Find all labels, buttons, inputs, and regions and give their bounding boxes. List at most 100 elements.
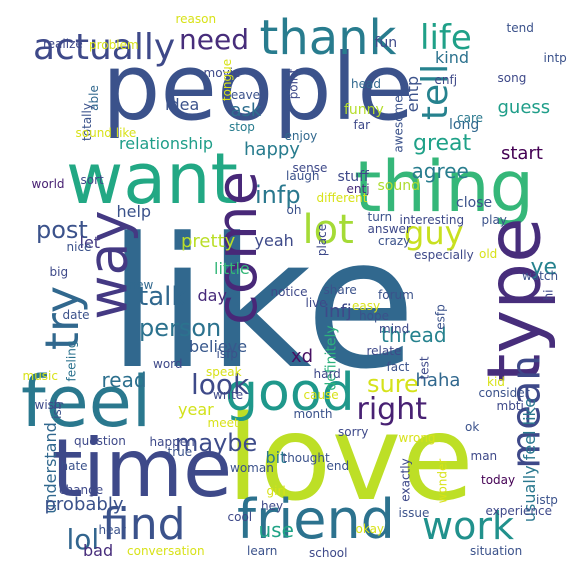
word-thank: thank (259, 10, 397, 66)
word-haha: haha (415, 370, 461, 391)
word-ye: ye (530, 255, 558, 280)
word-maybe: maybe (175, 429, 258, 457)
word-cause: cause (303, 388, 339, 402)
word-realize: realize (43, 37, 83, 51)
word-cool: cool (227, 510, 253, 524)
word-relate: relate (366, 344, 402, 358)
word-person: person (139, 314, 222, 342)
word-reason: reason (175, 12, 217, 26)
word-month: month (293, 407, 333, 421)
word-interesting: interesting (399, 213, 465, 227)
word-close: close (456, 195, 493, 211)
word-work: work (422, 504, 514, 548)
word-world: world (31, 177, 65, 191)
word-share: share (323, 283, 357, 297)
word-true: true (167, 445, 193, 459)
word-long: long (449, 117, 480, 133)
word-point: point (285, 68, 300, 100)
word-song: song (497, 71, 527, 85)
word-hate: hate (60, 459, 88, 473)
word-wonder: wonder (434, 458, 449, 504)
word-thing: thing (354, 146, 535, 228)
word-watch: watch (522, 269, 559, 283)
word-bit: bit (265, 448, 287, 467)
word-ask: ask (230, 100, 262, 121)
word-hard: hard (313, 367, 341, 381)
word-conversation: conversation (127, 544, 205, 558)
word-play: play (481, 213, 507, 227)
word-stop: stop (229, 120, 255, 134)
word-isfp: isfp (216, 347, 238, 361)
word-talk: talk (138, 282, 187, 312)
word-meet: meet (207, 416, 239, 430)
word-situation: situation (470, 544, 523, 558)
word-girl: girl (266, 484, 286, 498)
word-exactly: exactly (398, 458, 413, 502)
word-hear: hear (98, 523, 126, 537)
word-thread: thread (381, 323, 447, 347)
word-probably: probably (44, 494, 124, 515)
word-leave: leave (227, 88, 261, 102)
word-istp: istp (536, 493, 558, 507)
word-consider: consider (478, 386, 530, 400)
word-oh: oh (286, 203, 302, 217)
word-question: question (74, 434, 126, 448)
word-esfp: esfp (433, 304, 448, 330)
word-live: live (305, 296, 327, 310)
word-hope: hope (359, 309, 389, 323)
word-wish: wish (34, 398, 62, 412)
word-agree: agree (411, 159, 469, 183)
word-crazy: crazy (378, 234, 411, 248)
word-like: like (107, 200, 417, 409)
word-enfj: enfj (434, 73, 458, 87)
word-funny: funny (344, 102, 384, 118)
word-need: need (179, 23, 249, 56)
word-wrong: wrong (398, 431, 436, 445)
word-end: end (326, 459, 350, 473)
word-thought: thought (282, 451, 330, 465)
word-entj: entj (346, 182, 370, 196)
word-head: head (351, 77, 381, 91)
word-place: place (315, 223, 330, 257)
word-experience: experience (485, 504, 553, 518)
word-infp: infp (255, 181, 301, 209)
word-forum: forum (378, 288, 414, 302)
word-date: date (62, 308, 90, 322)
word-want: want (66, 138, 238, 220)
word-idea: idea (165, 95, 200, 114)
word-easy: easy (352, 299, 381, 313)
word-intp: intp (543, 51, 567, 65)
word-yeah: yeah (254, 231, 294, 250)
word-year: year (178, 400, 214, 419)
word-kid: kid (487, 375, 505, 389)
word-love: love (226, 389, 474, 527)
word-write: write (213, 388, 244, 402)
word-ok: ok (465, 420, 480, 434)
word-answer: answer (367, 222, 411, 236)
word-people: people (102, 34, 414, 141)
word-sound-like: sound like (75, 126, 137, 140)
word-sound: sound (377, 178, 421, 194)
word-feeling: feeling (63, 340, 78, 382)
word-woman: woman (230, 461, 274, 475)
word-actually: actually (33, 27, 176, 68)
word-mbti: mbti (496, 399, 524, 413)
word-man: man (470, 449, 498, 463)
word-little: little (214, 259, 250, 278)
word-fun: fun (374, 35, 398, 51)
word-turn: turn (367, 210, 393, 224)
word-different: different (316, 191, 368, 205)
word-okay: okay (355, 522, 385, 536)
word-nice: nice (66, 240, 92, 254)
word-way: way (76, 210, 140, 320)
word-read: read (101, 368, 147, 392)
word-sorry: sorry (338, 425, 369, 439)
word-good: good (225, 363, 355, 423)
word-sort: sort (80, 173, 104, 187)
word-especially: especially (414, 248, 474, 262)
word-lot: lot (302, 207, 354, 253)
word-sure: sure (367, 370, 419, 398)
word-look: look (191, 368, 250, 401)
word-guy: guy (404, 214, 464, 252)
word-test: test (417, 356, 432, 380)
